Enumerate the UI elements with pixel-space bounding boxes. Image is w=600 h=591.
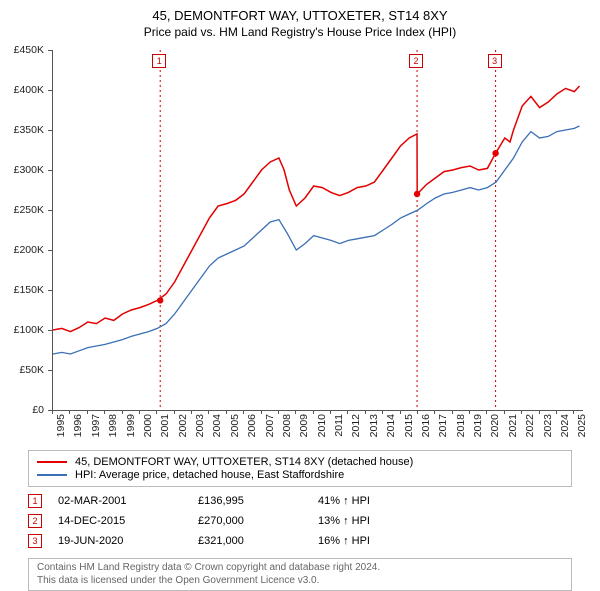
x-tick-label: 2004 xyxy=(211,414,223,437)
chart-container: 45, DEMONTFORT WAY, UTTOXETER, ST14 8XY … xyxy=(0,0,600,590)
x-tick-label: 2000 xyxy=(142,414,154,437)
footer-line-2: This data is licensed under the Open Gov… xyxy=(37,575,563,588)
sale-hpi-3: 16% ↑ HPI xyxy=(318,535,370,547)
x-tick-label: 2012 xyxy=(350,414,362,437)
legend-swatch-hpi xyxy=(37,474,67,476)
chart-marker-1: 1 xyxy=(152,54,166,68)
series-price_paid xyxy=(53,86,580,332)
x-tick-label: 2021 xyxy=(507,414,519,437)
x-tick-label: 2015 xyxy=(403,414,415,437)
sale-hpi-2: 13% ↑ HPI xyxy=(318,515,370,527)
sale-hpi-1: 41% ↑ HPI xyxy=(318,495,370,507)
x-tick-label: 2024 xyxy=(559,414,571,437)
x-tick-label: 2003 xyxy=(194,414,206,437)
sale-price-3: £321,000 xyxy=(198,535,318,547)
sale-date-2: 14-DEC-2015 xyxy=(58,515,198,527)
x-tick-label: 2009 xyxy=(298,414,310,437)
x-tick-label: 2018 xyxy=(455,414,467,437)
x-tick-label: 2023 xyxy=(542,414,554,437)
sale-date-3: 19-JUN-2020 xyxy=(58,535,198,547)
y-tick-label: £150K xyxy=(0,284,48,296)
footer-line-1: Contains HM Land Registry data © Crown c… xyxy=(37,562,563,575)
y-tick-label: £200K xyxy=(0,244,48,256)
plot-svg xyxy=(53,50,583,410)
footer: Contains HM Land Registry data © Crown c… xyxy=(28,558,572,591)
x-tick-label: 2002 xyxy=(177,414,189,437)
sale-marker-3: 3 xyxy=(28,534,42,548)
sale-row-1: 1 02-MAR-2001 £136,995 41% ↑ HPI xyxy=(28,494,572,508)
sale-row-2: 2 14-DEC-2015 £270,000 13% ↑ HPI xyxy=(28,514,572,528)
legend-label-price-paid: 45, DEMONTFORT WAY, UTTOXETER, ST14 8XY … xyxy=(75,456,413,468)
x-tick-label: 1998 xyxy=(107,414,119,437)
sale-marker-1: 1 xyxy=(28,494,42,508)
x-tick-label: 2016 xyxy=(420,414,432,437)
sale-price-2: £270,000 xyxy=(198,515,318,527)
y-tick-label: £50K xyxy=(0,364,48,376)
sale-date-1: 02-MAR-2001 xyxy=(58,495,198,507)
x-tick-label: 2011 xyxy=(333,414,345,437)
y-tick-label: £0 xyxy=(0,404,48,416)
legend-item-price-paid: 45, DEMONTFORT WAY, UTTOXETER, ST14 8XY … xyxy=(37,456,563,468)
chart-subtitle: Price paid vs. HM Land Registry's House … xyxy=(0,23,600,39)
y-tick-label: £300K xyxy=(0,164,48,176)
y-tick-label: £450K xyxy=(0,44,48,56)
series-hpi xyxy=(53,126,580,354)
sale-row-3: 3 19-JUN-2020 £321,000 16% ↑ HPI xyxy=(28,534,572,548)
y-tick-label: £350K xyxy=(0,124,48,136)
chart-title: 45, DEMONTFORT WAY, UTTOXETER, ST14 8XY xyxy=(0,0,600,23)
x-tick-label: 1997 xyxy=(90,414,102,437)
x-tick-label: 2006 xyxy=(246,414,258,437)
chart-marker-3: 3 xyxy=(488,54,502,68)
sale-price-1: £136,995 xyxy=(198,495,318,507)
plot-area xyxy=(52,50,583,411)
legend-swatch-price-paid xyxy=(37,461,67,463)
legend: 45, DEMONTFORT WAY, UTTOXETER, ST14 8XY … xyxy=(28,450,572,487)
y-tick-label: £400K xyxy=(0,84,48,96)
x-tick-label: 1996 xyxy=(72,414,84,437)
x-tick-label: 2013 xyxy=(368,414,380,437)
legend-item-hpi: HPI: Average price, detached house, East… xyxy=(37,469,563,481)
x-tick-label: 2022 xyxy=(524,414,536,437)
y-tick-label: £100K xyxy=(0,324,48,336)
x-tick-label: 2010 xyxy=(316,414,328,437)
x-tick-label: 2025 xyxy=(576,414,588,437)
x-tick-label: 1995 xyxy=(55,414,67,437)
x-tick-label: 2005 xyxy=(229,414,241,437)
x-tick-label: 2008 xyxy=(281,414,293,437)
y-tick-label: £250K xyxy=(0,204,48,216)
x-tick-label: 2007 xyxy=(264,414,276,437)
chart-marker-2: 2 xyxy=(409,54,423,68)
x-tick-label: 2019 xyxy=(472,414,484,437)
x-tick-label: 2017 xyxy=(437,414,449,437)
x-tick-label: 2014 xyxy=(385,414,397,437)
x-tick-label: 1999 xyxy=(125,414,137,437)
x-tick-label: 2001 xyxy=(159,414,171,437)
legend-label-hpi: HPI: Average price, detached house, East… xyxy=(75,469,344,481)
sale-marker-2: 2 xyxy=(28,514,42,528)
x-tick-label: 2020 xyxy=(489,414,501,437)
